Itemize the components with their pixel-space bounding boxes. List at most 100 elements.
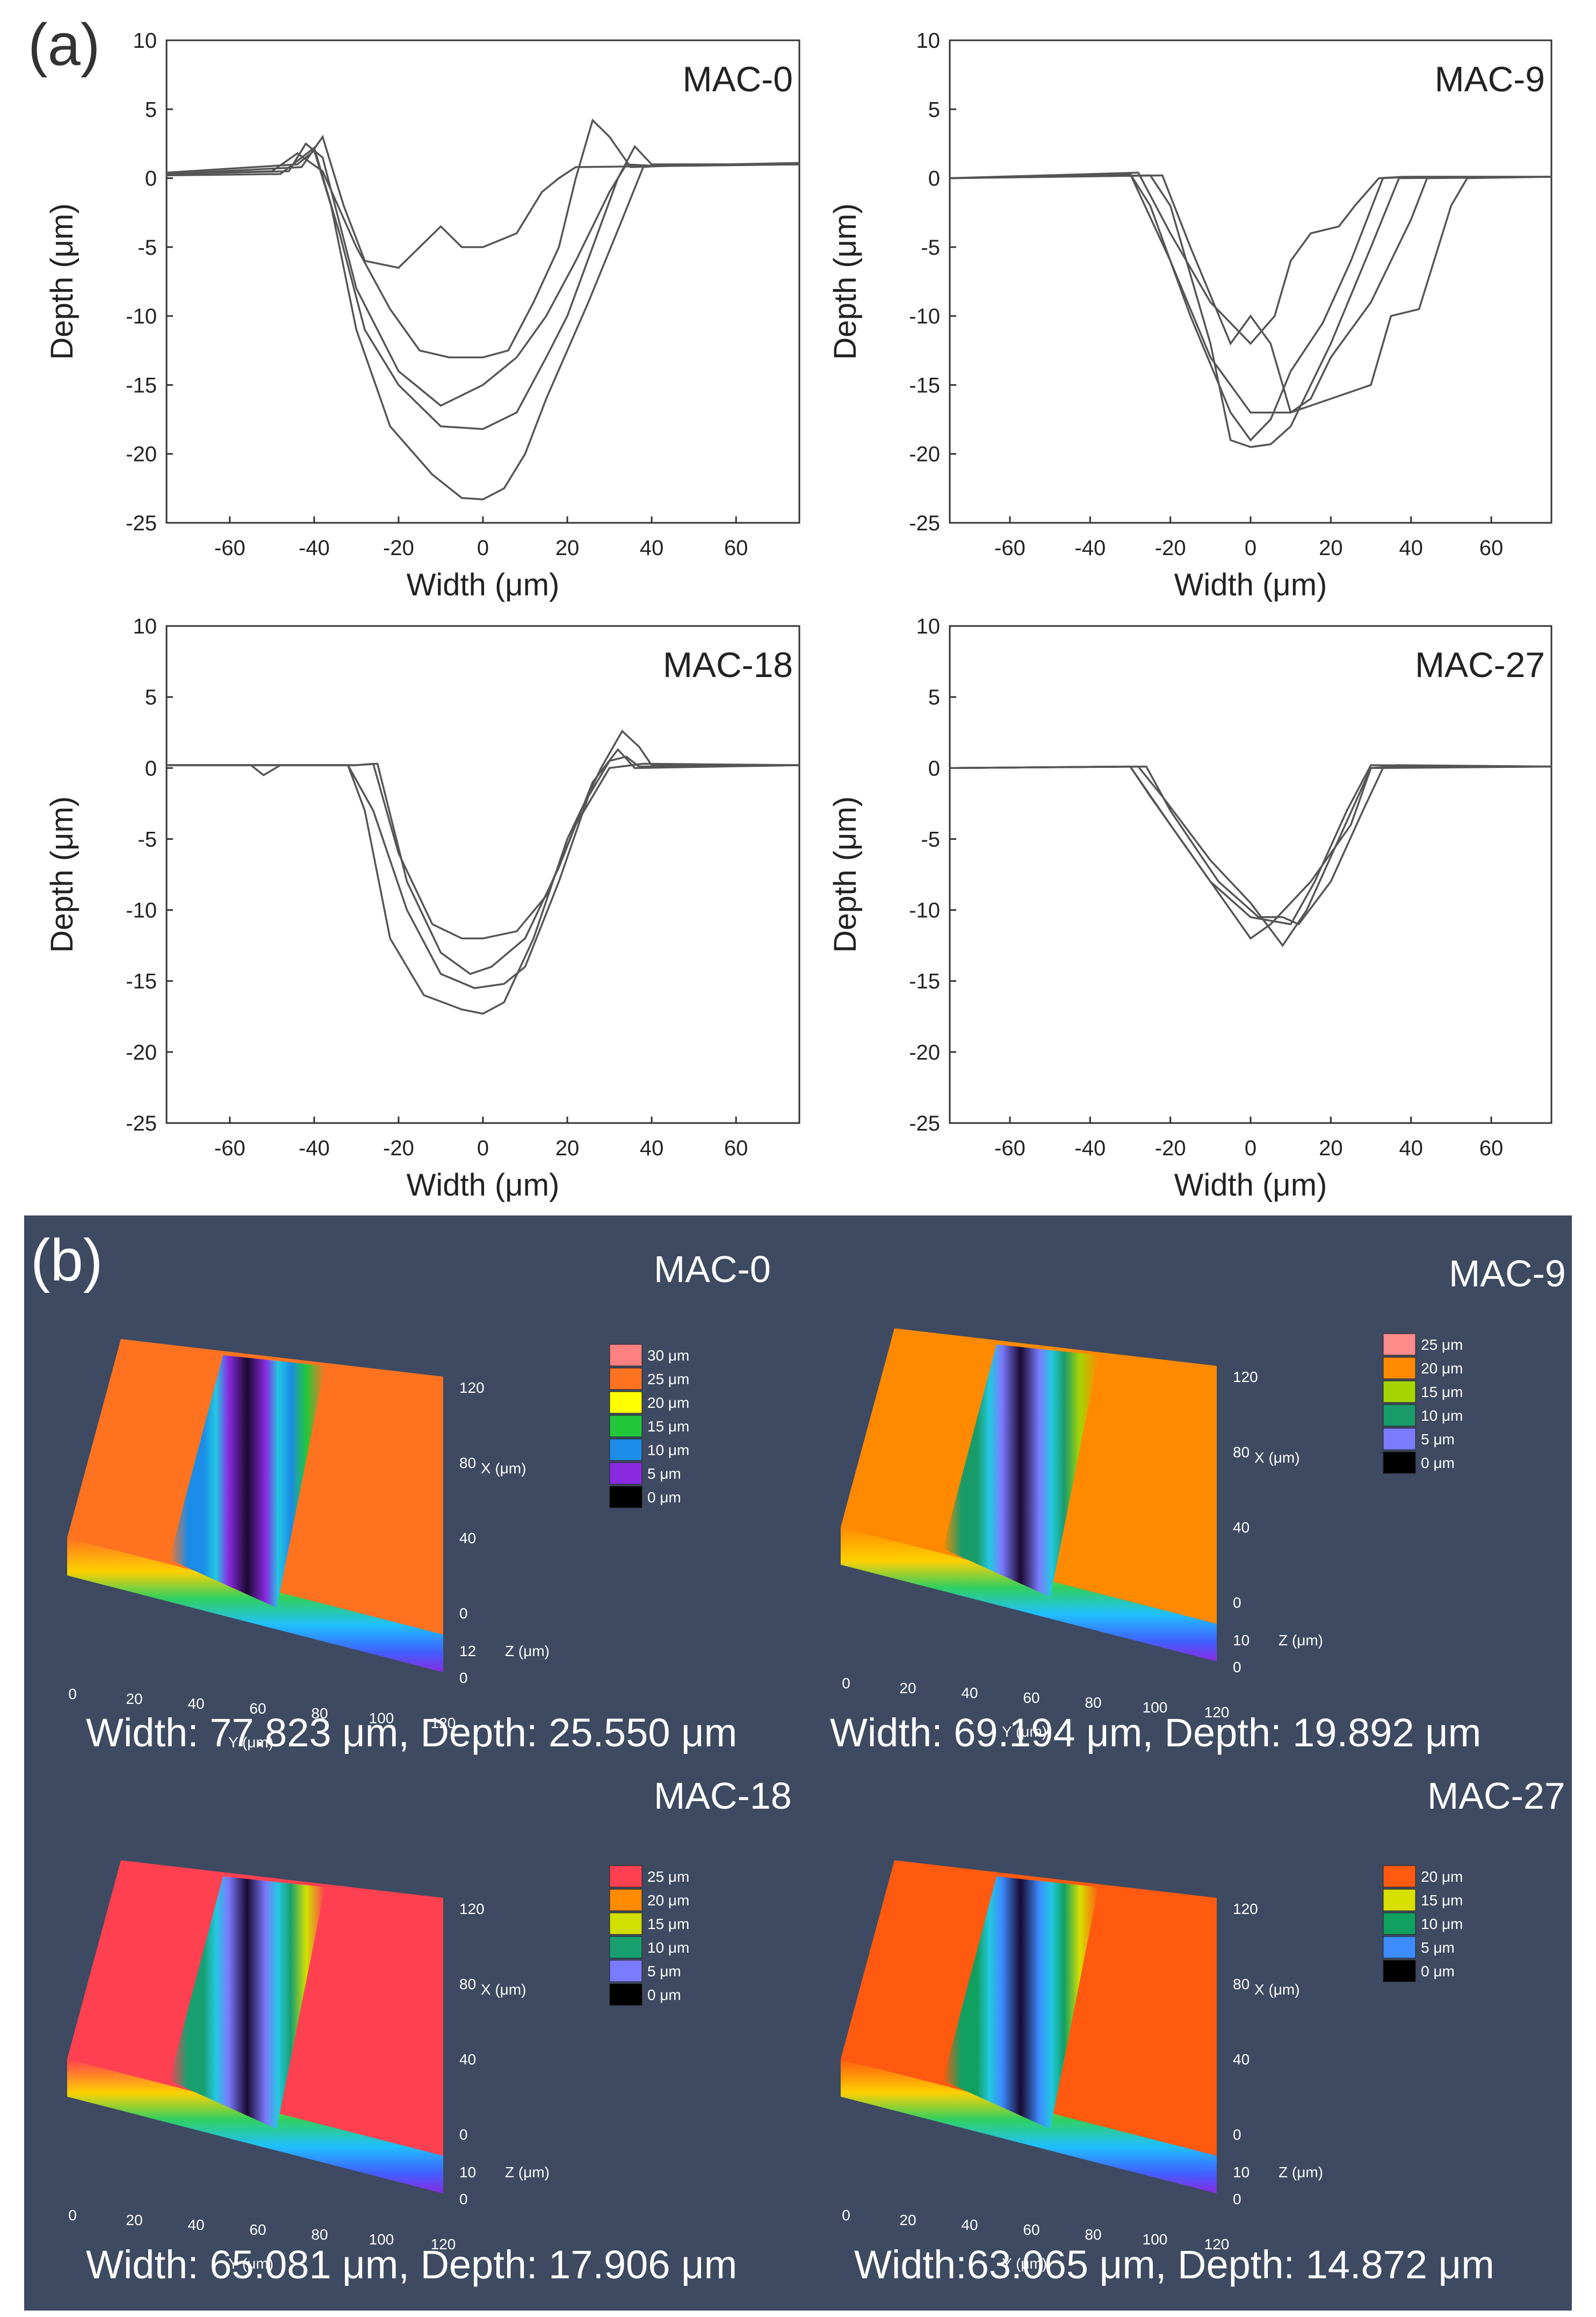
y-tick-label: -10 <box>909 305 940 328</box>
profile-line-profile-1 <box>167 762 800 940</box>
z-tick-label: 0 <box>459 1670 468 1686</box>
legend-label: 20 μm <box>1421 1360 1463 1377</box>
measurement-caption: Width:63.065 μm, Depth: 14.872 μm <box>854 2242 1494 2287</box>
legend-label: 30 μm <box>647 1347 689 1364</box>
x-tick-label: 120 <box>1233 1369 1258 1385</box>
y-tick-label: 60 <box>1023 2221 1039 2238</box>
y-axis-title: Depth (μm) <box>828 203 863 359</box>
legend-label: 20 μm <box>1421 1868 1463 1885</box>
legend-label: 10 μm <box>647 1442 689 1458</box>
z-tick-label: 10 <box>459 2164 476 2181</box>
y-tick-label: 10 <box>916 29 941 53</box>
x-tick-label: 0 <box>1233 2126 1241 2143</box>
legend-label: 5 μm <box>1421 1431 1455 1448</box>
x-tick-label: -60 <box>214 1136 245 1160</box>
profile-line-profile-2 <box>949 765 1552 947</box>
legend-swatch <box>1383 1889 1416 1911</box>
legend-swatch <box>1383 1404 1416 1427</box>
x-axis-title: X (μm) <box>481 1460 526 1477</box>
profile-line-profile-5 <box>166 134 800 269</box>
y-axis-title: Depth (μm) <box>45 796 80 953</box>
y-tick-label: 0 <box>842 2207 850 2224</box>
x-tick-label: 40 <box>640 536 664 560</box>
x-tick-label: 20 <box>555 536 580 560</box>
y-tick-label: -5 <box>921 828 940 851</box>
x-axis-title: Width (μm) <box>407 567 560 602</box>
legend-swatch <box>1383 1333 1416 1356</box>
y-tick-label: 10 <box>133 615 157 638</box>
profile-chart: 10 5 0 -5 -10 -15 -20 -25 -60 -40 -20 0 20 40 60 Width … <box>45 29 800 602</box>
y-tick-label: -10 <box>909 899 940 923</box>
x-tick-label: 60 <box>1479 536 1504 560</box>
x-tick-label: 40 <box>459 2051 476 2068</box>
z-tick-label: 0 <box>459 2191 468 2207</box>
x-tick-label: 40 <box>459 1530 476 1546</box>
y-axis-title: Depth (μm) <box>45 203 80 359</box>
y-tick-label: 40 <box>187 1695 204 1712</box>
y-tick-label: 80 <box>1085 2226 1101 2243</box>
surface-title: MAC-18 <box>654 1775 792 1817</box>
y-tick-label: 0 <box>145 757 157 780</box>
surface-render: Y (μm)X (μm)Z (μm)0 20 40 60 80 100 1201208040… <box>67 1860 689 2272</box>
profile-line-profile-1 <box>166 118 800 358</box>
scratch-trench <box>943 1344 1099 1597</box>
x-tick-label: -20 <box>383 536 414 560</box>
y-axis-title: Y (μm) <box>1002 1723 1047 1740</box>
legend-label: 15 μm <box>1421 1892 1463 1909</box>
y-tick-label: -20 <box>126 1041 157 1064</box>
y-tick-label: 0 <box>928 757 940 780</box>
legend-swatch <box>1383 1936 1416 1959</box>
profile-line-profile-2 <box>167 748 800 975</box>
y-tick-label: -5 <box>921 236 940 260</box>
z-axis-title: Z (μm) <box>1279 2164 1323 2181</box>
y-tick-label: 40 <box>961 1685 978 1701</box>
legend-label: 25 μm <box>647 1371 689 1387</box>
profile-line-profile-3 <box>949 171 1551 346</box>
z-tick-label: 0 <box>1233 1659 1241 1675</box>
legend-swatch <box>609 1912 642 1935</box>
surface-title: MAC-9 <box>1449 1253 1566 1294</box>
legend-swatch <box>1383 1451 1416 1474</box>
z-tick-label: 0 <box>1233 2191 1241 2207</box>
z-axis-title: Z (μm) <box>1279 1632 1323 1649</box>
surface-render: Y (μm)X (μm)Z (μm)0 20 40 60 80 100 1201208040… <box>841 1860 1463 2272</box>
y-tick-label: 0 <box>145 167 157 191</box>
z-tick-label: 10 <box>1233 2164 1250 2181</box>
y-tick-label: 0 <box>68 1686 77 1702</box>
legend-swatch <box>609 1486 642 1508</box>
y-tick-label: 60 <box>249 2221 266 2238</box>
y-tick-label: 40 <box>961 2217 978 2233</box>
y-tick-label: 80 <box>311 2226 328 2243</box>
chart-title: MAC-9 <box>1435 59 1545 99</box>
legend-label: 0 μm <box>647 1987 681 2003</box>
x-tick-label: 80 <box>459 1455 476 1471</box>
chart-title: MAC-18 <box>663 645 793 685</box>
y-tick-label: 20 <box>126 1690 142 1707</box>
x-tick-label: 0 <box>477 536 489 560</box>
surface-front <box>841 1527 1217 1661</box>
y-tick-label: 0 <box>68 2207 77 2224</box>
x-tick-label: 20 <box>1319 536 1343 560</box>
profile-line-profile-4 <box>166 149 799 501</box>
z-tick-label: 12 <box>459 1643 476 1659</box>
y-axis-title: Y (μm) <box>228 1734 273 1751</box>
legend-swatch <box>609 1462 642 1485</box>
x-axis-title: Width (μm) <box>1174 567 1327 602</box>
y-tick-label: -25 <box>909 512 940 535</box>
x-tick-label: 40 <box>1233 2051 1250 2068</box>
y-tick-label: 5 <box>928 686 940 709</box>
x-tick-label: -60 <box>214 536 245 560</box>
scratch-trench <box>169 1355 325 1608</box>
legend-label: 0 μm <box>1421 1963 1455 1980</box>
x-tick-label: 40 <box>1399 536 1423 560</box>
x-tick-label: -20 <box>1155 536 1186 560</box>
x-axis-title: X (μm) <box>481 1981 526 1998</box>
surface-title: MAC-0 <box>654 1248 771 1290</box>
profile-line-profile-4 <box>949 174 1552 414</box>
legend-swatch <box>609 1960 642 1982</box>
x-tick-label: 120 <box>459 1901 485 1917</box>
profile-line-profile-3 <box>167 755 800 989</box>
chart-title: MAC-27 <box>1415 645 1545 685</box>
y-tick-label: 80 <box>1085 1694 1101 1711</box>
x-tick-label: 60 <box>1479 1136 1504 1160</box>
